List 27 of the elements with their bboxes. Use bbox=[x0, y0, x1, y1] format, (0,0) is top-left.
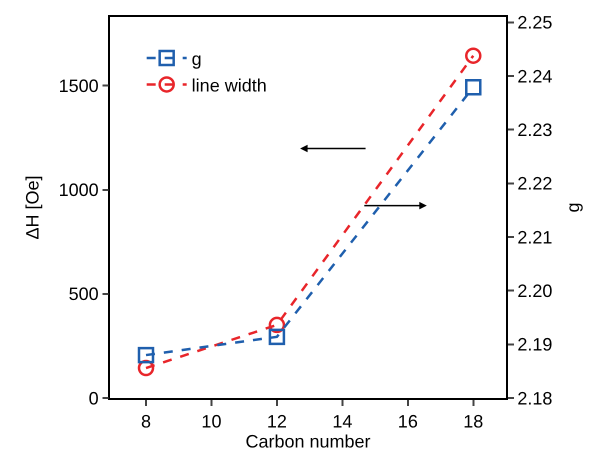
x-tick-label: 12 bbox=[266, 411, 287, 432]
y2-tick-label: 2.24 bbox=[517, 66, 552, 86]
y-tick-label: 0 bbox=[88, 388, 99, 408]
y2-tick-label: 2.25 bbox=[517, 12, 552, 33]
point bbox=[268, 328, 286, 346]
x-tick-label: 16 bbox=[398, 411, 418, 432]
x-tick-label: 18 bbox=[463, 411, 484, 432]
point bbox=[138, 346, 154, 364]
point bbox=[465, 79, 482, 96]
y-tick-label: 1000 bbox=[58, 180, 99, 200]
y-tick-label: 1500 bbox=[58, 76, 99, 96]
y2-tick-label: 2.22 bbox=[517, 174, 552, 194]
legend-label: g bbox=[192, 49, 202, 70]
y2-tick-label: 2.23 bbox=[517, 120, 552, 140]
x-axis-title: Carbon number bbox=[245, 431, 371, 452]
point bbox=[465, 47, 482, 64]
y-axis-title: ΔH [Oe] bbox=[22, 175, 42, 240]
legend-label: line width bbox=[192, 75, 267, 96]
y2-tick-label: 2.21 bbox=[517, 227, 552, 248]
y2-tick-label: 2.20 bbox=[517, 280, 552, 301]
x-tick-label: 14 bbox=[332, 411, 352, 432]
y2-tick-label: 2.19 bbox=[517, 334, 552, 355]
x-tick-label: 10 bbox=[201, 411, 222, 432]
y-tick-label: 500 bbox=[68, 284, 99, 304]
y2-tick-label: 2.18 bbox=[517, 388, 552, 408]
y2-axis-title: g bbox=[562, 202, 583, 213]
x-tick-label: 8 bbox=[140, 411, 152, 432]
